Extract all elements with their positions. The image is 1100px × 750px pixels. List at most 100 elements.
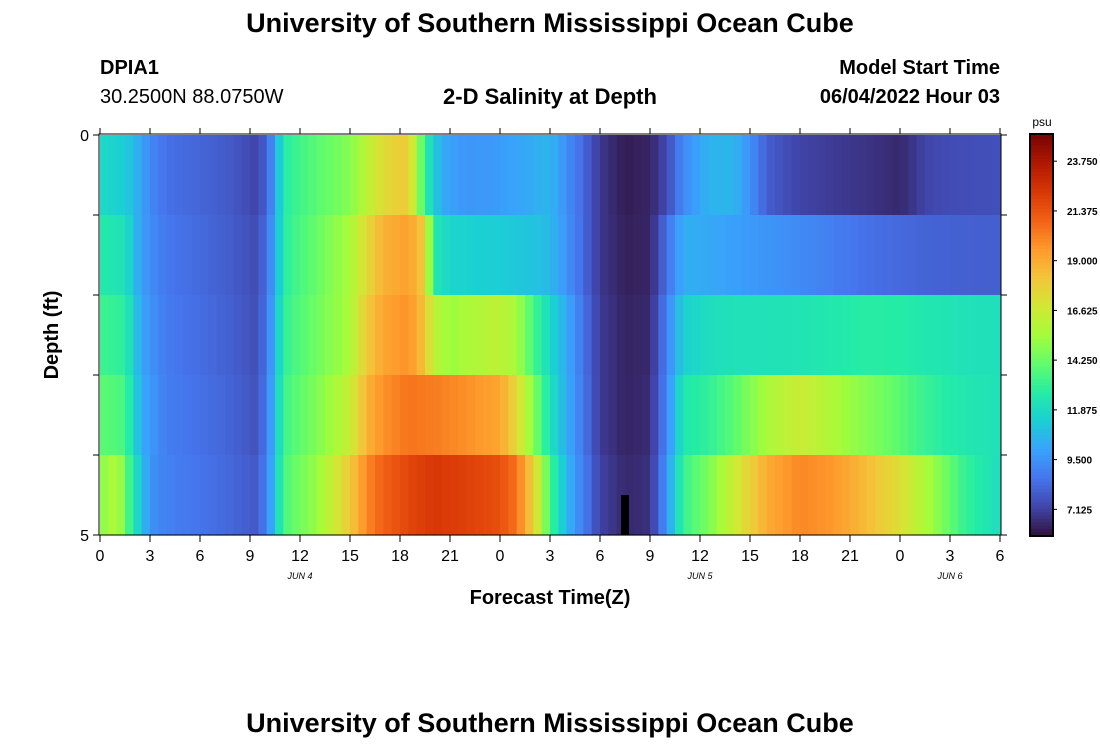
colorbar-swatch	[1031, 358, 1052, 363]
heat-cell	[966, 455, 976, 536]
heat-cell	[475, 135, 484, 216]
heat-cell	[358, 375, 368, 456]
heat-cell	[175, 135, 184, 216]
heat-cell	[133, 215, 143, 296]
heatmap-cells	[100, 135, 1001, 536]
heat-cell	[516, 295, 526, 376]
heat-cell	[691, 455, 701, 536]
colorbar-swatch	[1031, 181, 1052, 186]
heat-cell	[708, 375, 718, 456]
colorbar-swatch	[1031, 515, 1052, 519]
colorbar-swatch	[1031, 225, 1052, 229]
colorbar-swatch	[1031, 378, 1052, 383]
heat-cell	[341, 135, 351, 216]
heat-cell	[725, 215, 734, 296]
heat-cell	[808, 215, 818, 296]
heat-cell	[733, 215, 743, 296]
heat-cell	[183, 135, 193, 216]
heat-cell	[808, 375, 818, 456]
x-axis-label: Forecast Time(Z)	[470, 587, 631, 609]
heat-cell	[816, 375, 826, 456]
heat-cell	[150, 135, 159, 216]
y-axis: 05	[80, 128, 1007, 545]
heat-cell	[775, 215, 784, 296]
heat-cell	[175, 295, 184, 376]
heat-cell	[433, 295, 443, 376]
heat-cell	[125, 215, 134, 296]
colorbar-swatch	[1031, 518, 1052, 523]
data-marker	[621, 495, 629, 535]
heat-cell	[600, 375, 609, 456]
heat-cell	[908, 375, 918, 456]
heat-cell	[158, 295, 168, 376]
x-axis: 0 3 6 9 12 15 18 21 0 3 6 9 12 15 18 21 0 3 6 JUN 4 JUN 5 JUN…	[96, 128, 1005, 581]
heat-cell	[900, 215, 909, 296]
heat-cell	[608, 375, 618, 456]
heat-cell	[425, 455, 434, 536]
heat-cell	[816, 215, 826, 296]
heat-cell	[550, 295, 559, 376]
colorbar-swatch	[1031, 165, 1052, 169]
heat-cell	[658, 375, 668, 456]
heat-cell	[350, 375, 359, 456]
heat-cell	[541, 295, 551, 376]
heat-cell	[741, 455, 751, 536]
colorbar-tick-label: 16.625	[1067, 306, 1098, 317]
heat-cell	[491, 135, 501, 216]
heat-cell	[408, 215, 418, 296]
heat-cell	[950, 295, 959, 376]
heat-cell	[708, 135, 718, 216]
heat-cell	[258, 215, 268, 296]
heat-cell	[350, 215, 359, 296]
heat-cell	[800, 215, 809, 296]
heat-cell	[941, 215, 951, 296]
heat-cell	[475, 375, 484, 456]
heat-cell	[108, 295, 118, 376]
colorbar-swatch	[1031, 248, 1052, 253]
colorbar-swatch	[1031, 231, 1052, 236]
heat-cell	[466, 135, 476, 216]
heat-cell	[341, 375, 351, 456]
heat-cell	[300, 455, 309, 536]
heat-cell	[841, 215, 851, 296]
colorbar-swatch	[1031, 428, 1052, 433]
heat-cell	[466, 455, 476, 536]
heat-cell	[508, 375, 518, 456]
heat-cell	[666, 375, 676, 456]
heat-cell	[325, 455, 334, 536]
heat-cell	[166, 215, 176, 296]
heat-cell	[575, 135, 584, 216]
heat-cell	[366, 455, 376, 536]
colorbar-swatch	[1031, 421, 1052, 426]
x-tick-label: 15	[741, 548, 759, 565]
heat-cell	[683, 375, 693, 456]
heat-cell	[775, 455, 784, 536]
heat-cell	[783, 135, 793, 216]
heat-cell	[150, 295, 159, 376]
heat-cell	[766, 295, 776, 376]
heat-cell	[216, 455, 226, 536]
heat-cell	[833, 295, 843, 376]
colorbar-tick-label: 19.000	[1067, 257, 1098, 268]
heat-cell	[966, 295, 976, 376]
colorbar-swatch	[1031, 431, 1052, 436]
colorbar-swatch	[1031, 208, 1052, 213]
heat-cell	[166, 375, 176, 456]
heat-cell	[108, 455, 118, 536]
heat-cell	[983, 455, 993, 536]
colorbar-swatch	[1031, 365, 1052, 369]
heat-cell	[275, 455, 284, 536]
heat-cell	[800, 455, 809, 536]
heat-cell	[858, 135, 868, 216]
heat-cell	[108, 215, 118, 296]
heat-cell	[425, 295, 434, 376]
heat-cell	[183, 295, 193, 376]
colorbar-swatch	[1031, 288, 1052, 293]
heat-cell	[258, 375, 268, 456]
heat-cell	[316, 375, 326, 456]
heat-cell	[491, 375, 501, 456]
heat-cell	[958, 215, 968, 296]
heat-cell	[858, 455, 868, 536]
heat-cell	[750, 215, 759, 296]
heat-cell	[450, 375, 459, 456]
